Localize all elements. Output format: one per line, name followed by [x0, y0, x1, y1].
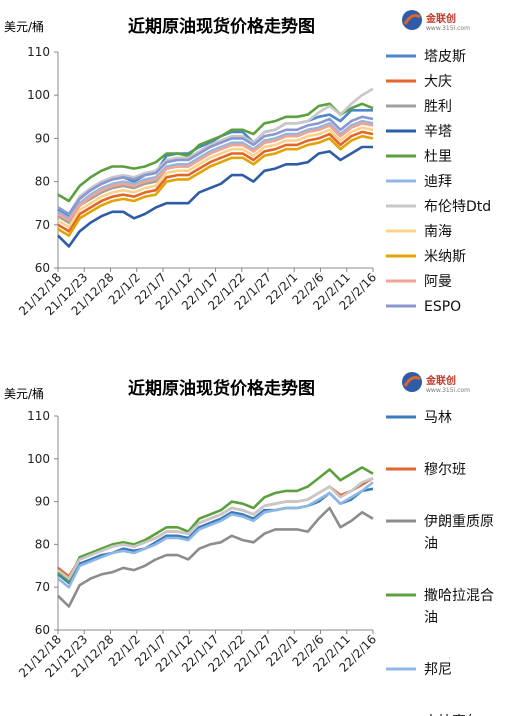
legend-label: 邦尼	[424, 662, 452, 678]
legend-item-3: 胜利	[386, 99, 452, 115]
line-chart-bottom: 美元/桶 近期原油现货价格走势图 金联创 www.315i.com 60 70 80…	[4, 372, 494, 716]
logo-mark-icon	[402, 10, 422, 30]
y-tick-label: 60	[35, 623, 50, 637]
legend-label: 布伦特Dtd	[424, 199, 491, 215]
legend-item-6: 吉拉索尔	[424, 713, 480, 716]
y-tick-label: 100	[27, 452, 50, 466]
legend-label: 大庆	[424, 74, 452, 90]
series-line-1	[57, 487, 374, 585]
y-tick-label: 90	[35, 495, 50, 509]
legend-item-2: 穆尔班	[386, 462, 466, 478]
legend-label: 阿曼	[424, 274, 452, 290]
legend-label: ESPO	[424, 299, 461, 315]
series-line-4	[57, 466, 374, 583]
legend-label: 南海	[424, 224, 452, 240]
legend-label: 伊朗重质原油	[424, 514, 494, 552]
chart-title: 近期原油现货价格走势图	[128, 378, 315, 399]
legend-item-4: 撒哈拉混合油	[386, 588, 494, 626]
y-tick-label: 60	[35, 261, 50, 275]
series-line-2	[57, 476, 374, 578]
chart-panel-bottom: 美元/桶 近期原油现货价格走势图 金联创 www.315i.com 60 70 80…	[0, 362, 531, 716]
legend-item-5: 邦尼	[386, 662, 452, 678]
logo-mark-icon	[402, 372, 422, 392]
y-tick-label: 90	[35, 131, 50, 145]
legend-item-1: 马林	[386, 410, 452, 426]
legend-label: 马林	[424, 410, 452, 426]
legend-item-1: 塔皮斯	[386, 49, 466, 65]
legend-label: 吉拉索尔	[424, 713, 480, 716]
y-unit-label: 美元/桶	[4, 386, 44, 401]
series-line-2	[57, 130, 374, 233]
legend-item-6: 迪拜	[386, 174, 452, 190]
legend-label: 胜利	[424, 99, 452, 115]
series-line-7	[57, 87, 374, 216]
y-tick-label: 110	[27, 45, 50, 59]
legend-label: 撒哈拉混合油	[424, 588, 494, 626]
series-line-8	[57, 126, 374, 229]
series-line-6	[57, 476, 374, 580]
legend-label: 辛塔	[424, 124, 452, 140]
logo-url: www.315i.com	[426, 387, 470, 394]
legend-label: 迪拜	[424, 174, 452, 190]
series-line-10	[57, 122, 374, 222]
series-line-11	[57, 115, 374, 216]
logo-name: 金联创	[425, 374, 456, 387]
legend-item-2: 大庆	[386, 74, 452, 90]
series-line-4	[57, 145, 373, 248]
series-line-6	[57, 119, 374, 220]
legend-item-8: 南海	[386, 224, 452, 240]
legend-item-4: 辛塔	[386, 124, 452, 140]
brand-logo: 金联创 www.315i.com	[402, 10, 470, 32]
legend-label: 穆尔班	[424, 462, 466, 478]
logo-name: 金联创	[425, 12, 456, 25]
line-chart-top: 美元/桶 近期原油现货价格走势图 金联创 www.315i.com 60 70 80…	[4, 10, 491, 318]
series-line-3	[57, 506, 374, 608]
series-line-5	[57, 102, 374, 203]
brand-logo: 金联创 www.315i.com	[402, 372, 470, 394]
y-tick-label: 80	[35, 537, 50, 551]
legend-item-5: 杜里	[386, 149, 452, 165]
chart-title: 近期原油现货价格走势图	[128, 16, 315, 37]
legend-label: 杜里	[424, 149, 452, 165]
y-tick-label: 110	[27, 409, 50, 423]
series-line-5	[57, 481, 374, 589]
legend-label: 塔皮斯	[424, 49, 466, 65]
legend-item-7: 布伦特Dtd	[386, 199, 491, 215]
y-unit-label: 美元/桶	[4, 19, 44, 34]
y-tick-label: 70	[35, 580, 50, 594]
legend-label: 米纳斯	[424, 249, 466, 265]
series-line-9	[57, 134, 374, 237]
legend-item-10: 阿曼	[386, 274, 452, 290]
y-tick-label: 100	[27, 88, 50, 102]
legend-item-11: ESPO	[386, 299, 461, 315]
legend-item-9: 米纳斯	[386, 249, 466, 265]
y-tick-label: 70	[35, 218, 50, 232]
chart-panel-top: 美元/桶 近期原油现货价格走势图 金联创 www.315i.com 60 70 80…	[0, 0, 531, 350]
y-tick-label: 80	[35, 175, 50, 189]
legend-item-3: 伊朗重质原油	[386, 514, 494, 552]
logo-url: www.315i.com	[426, 25, 470, 32]
